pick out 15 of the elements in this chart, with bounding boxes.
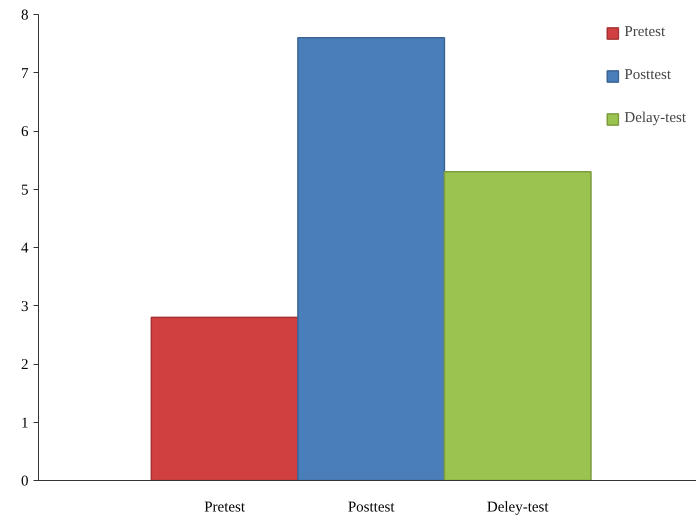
y-tick-label: 7 [21,66,29,82]
y-tick-label: 6 [21,124,29,140]
y-tick-label: 5 [21,182,28,198]
legend-label: Delay-test [624,110,686,127]
legend-label: Posttest [624,67,672,84]
legend-label: Pretest [624,24,666,41]
x-tick-label: Pretest [204,500,246,516]
y-tick-label: 0 [21,474,28,490]
y-tick-label: 4 [21,240,29,256]
x-tick-label: Posttest [348,500,396,516]
y-tick-label: 3 [21,298,28,315]
y-tick-label: 1 [21,415,28,432]
y-tick-label: 2 [21,357,28,373]
x-tick-label: Deley-test [486,500,550,516]
y-tick-label: 8 [21,8,28,24]
